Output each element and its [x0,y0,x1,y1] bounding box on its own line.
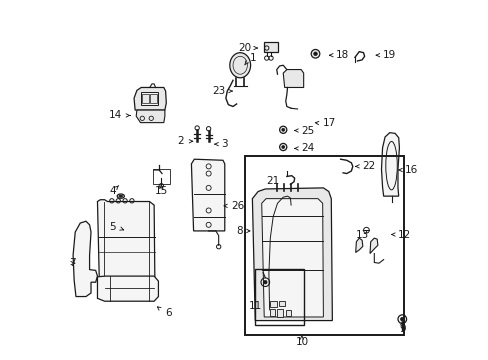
Text: 16: 16 [405,165,418,175]
Text: 3: 3 [221,139,227,149]
Bar [276,309,283,317]
Bar [142,94,148,103]
Bar [264,42,277,51]
Text: 2: 2 [177,136,183,146]
Bar [150,94,156,103]
Bar [285,310,290,316]
Circle shape [310,49,319,58]
Polygon shape [134,87,166,110]
Text: 8: 8 [236,226,242,236]
Text: 19: 19 [382,50,395,60]
Text: 23: 23 [212,86,225,96]
Text: 21: 21 [266,176,279,186]
Text: 5: 5 [108,222,115,231]
Bar [153,169,170,184]
Bar [244,156,404,335]
Text: 12: 12 [397,230,410,239]
Circle shape [281,145,284,148]
Bar [255,269,303,325]
Text: 17: 17 [322,118,335,128]
Bar [278,301,285,306]
Polygon shape [97,276,158,301]
Circle shape [313,52,317,55]
Polygon shape [261,199,323,317]
Text: 4: 4 [109,186,116,197]
Bar [269,301,276,307]
Circle shape [397,315,406,323]
Polygon shape [191,159,224,231]
Text: 9: 9 [398,324,405,334]
Polygon shape [369,238,377,253]
Circle shape [279,126,286,134]
Polygon shape [283,69,303,87]
Bar [269,309,274,316]
Polygon shape [381,133,399,196]
Circle shape [400,318,403,321]
Circle shape [281,129,284,131]
Polygon shape [97,200,155,279]
Text: 24: 24 [301,143,314,153]
Polygon shape [73,221,97,297]
Text: 25: 25 [301,126,314,135]
Text: 26: 26 [230,201,244,211]
Ellipse shape [117,194,124,198]
Text: 11: 11 [248,301,261,311]
Text: 22: 22 [362,161,375,171]
Polygon shape [136,110,164,123]
Text: 13: 13 [355,230,368,239]
Text: 7: 7 [69,258,75,268]
Text: 14: 14 [108,111,122,121]
Text: 18: 18 [335,50,348,60]
Ellipse shape [229,53,250,78]
Polygon shape [252,188,332,320]
Text: 6: 6 [164,308,171,318]
Polygon shape [355,238,362,252]
Ellipse shape [119,195,122,197]
Circle shape [263,280,266,284]
Circle shape [279,143,286,150]
Text: 20: 20 [237,43,250,53]
Text: 15: 15 [154,186,167,197]
Text: 10: 10 [295,337,308,347]
Text: 1: 1 [249,53,256,63]
Bar [140,92,158,105]
